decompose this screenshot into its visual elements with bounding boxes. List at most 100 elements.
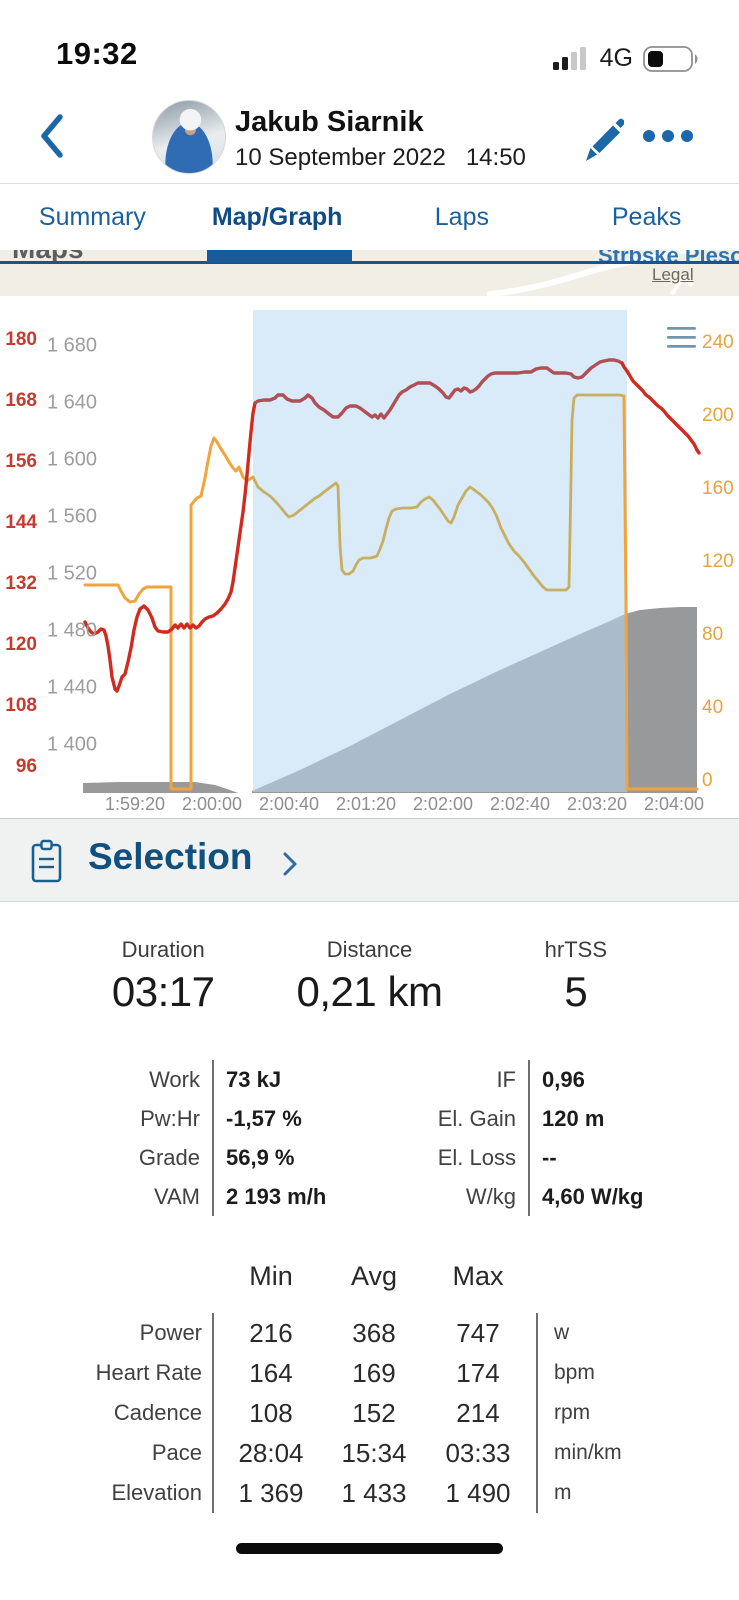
cadence-post-line	[622, 394, 699, 791]
stat-label: hrTSS	[544, 937, 607, 962]
cadence-axis-label: 240	[702, 332, 734, 353]
stat-value: 5	[564, 968, 588, 1015]
chart-menu-icon[interactable]	[667, 327, 696, 330]
heart-rate-axis-label: 120	[5, 634, 37, 655]
elevation-axis-label: 1 560	[47, 505, 97, 527]
heart-rate-axis-label: 156	[5, 451, 37, 472]
map-road	[487, 250, 698, 296]
signal-strength-icon	[552, 46, 586, 70]
edit-pencil-button[interactable]	[580, 114, 624, 162]
stat-label: Distance	[326, 937, 413, 962]
heart-rate-axis-label: 96	[16, 756, 37, 777]
header-text: Jakub Siarnik 10 September 2022 14:50	[235, 106, 526, 172]
column-header-avg: Avg	[350, 1260, 398, 1291]
cadence-selection-line	[251, 393, 626, 592]
column-header-max: Max	[452, 1260, 504, 1291]
map-strip[interactable]: Maps Štrbské Pleso Legal	[0, 250, 739, 296]
detail-label: El. Gain	[437, 1105, 516, 1131]
cell-max: 747	[456, 1317, 500, 1348]
detail-value: 0,96	[542, 1066, 585, 1092]
chart-menu-icon[interactable]	[667, 336, 696, 339]
time-axis-label: 2:04:00	[644, 794, 704, 814]
cell-max: 214	[456, 1397, 500, 1428]
status-time: 19:32	[56, 36, 138, 71]
detail-label: Work	[149, 1066, 200, 1092]
cell-max: 03:33	[445, 1437, 511, 1468]
heart-rate-axis-label: 108	[5, 695, 37, 716]
map-legal-link[interactable]: Legal	[652, 265, 694, 284]
battery-icon	[643, 45, 698, 72]
row-label: Cadence	[113, 1400, 202, 1425]
heart-rate-post-line	[620, 361, 701, 455]
heart-rate-axis-label: 168	[5, 390, 37, 411]
heart-rate-selection-line	[253, 358, 624, 420]
detail-value: 56,9 %	[226, 1144, 295, 1170]
workout-graph[interactable]: 180 168 156 144 132 120 108 96 1 680 1 640 1 600 1 …	[0, 290, 739, 818]
cell-avg: 368	[352, 1317, 396, 1348]
detail-label: W/kg	[465, 1183, 516, 1209]
minmax-header: Min Avg Max	[0, 1255, 656, 1297]
more-options-button[interactable]	[642, 128, 694, 144]
home-indicator[interactable]	[236, 1543, 503, 1554]
elevation-axis-label: 1 600	[47, 448, 97, 470]
stat-duration: Duration 03:17	[60, 938, 266, 1014]
stat-value: 0,21 km	[296, 968, 443, 1015]
stat-value: 03:17	[111, 968, 215, 1015]
heart-rate-axis-label: 144	[5, 512, 37, 533]
divider	[528, 1060, 530, 1216]
back-button[interactable]	[38, 112, 66, 160]
workout-time: 14:50	[465, 144, 526, 171]
detail-label: Pw:Hr	[140, 1105, 200, 1131]
time-axis-label: 2:03:20	[567, 794, 627, 814]
stat-distance: Distance 0,21 km	[266, 938, 472, 1014]
heart-rate-axis-label: 132	[5, 573, 37, 594]
active-tab-indicator	[207, 250, 352, 263]
tab-bar-underline	[0, 261, 739, 264]
column-header-min: Min	[249, 1260, 293, 1291]
cell-min: 1 369	[238, 1477, 304, 1508]
elevation-axis-label: 1 480	[47, 619, 97, 641]
cell-unit: bpm	[554, 1361, 595, 1384]
divider	[212, 1313, 214, 1513]
cell-max: 174	[456, 1357, 500, 1388]
divider	[536, 1313, 538, 1513]
summary-stats: Duration 03:17 Distance 0,21 km hrTSS 5	[60, 938, 679, 1014]
stat-hrtss: hrTSS 5	[473, 938, 679, 1014]
time-axis-label: 2:01:20	[336, 794, 396, 814]
detail-label: VAM	[153, 1183, 200, 1209]
chart-menu-icon[interactable]	[667, 345, 696, 348]
cadence-axis-label: 120	[702, 551, 734, 572]
status-icons: 4G	[552, 44, 701, 73]
tab-laps[interactable]: Laps	[434, 203, 489, 231]
selection-panel-header[interactable]: Selection	[0, 818, 739, 902]
workout-date: 10 September 2022	[235, 144, 446, 171]
elevation-axis-label: 1 440	[47, 676, 97, 698]
cell-min: 216	[249, 1317, 293, 1348]
detail-value: 73 kJ	[226, 1066, 282, 1092]
tab-peaks[interactable]: Peaks	[611, 203, 682, 231]
tab-map-graph[interactable]: Map/Graph	[211, 203, 343, 231]
heart-rate-pre-line	[83, 401, 257, 693]
row-label: Elevation	[111, 1480, 202, 1505]
tab-bar: Summary Map/Graph Laps Peaks	[0, 185, 739, 250]
detail-label: Grade	[138, 1144, 200, 1170]
tab-summary[interactable]: Summary	[38, 203, 146, 231]
avatar	[152, 100, 226, 174]
row-label: Heart Rate	[95, 1360, 202, 1385]
cadence-axis-label: 200	[702, 405, 734, 426]
cell-max: 1 490	[445, 1477, 511, 1508]
detail-value: 4,60 W/kg	[542, 1183, 644, 1209]
cell-min: 108	[249, 1397, 293, 1428]
cell-min: 28:04	[238, 1437, 304, 1468]
time-axis-label: 1:59:20	[105, 794, 165, 814]
time-axis-label: 2:02:40	[490, 794, 550, 814]
time-axis-label: 2:00:40	[259, 794, 319, 814]
detail-value: 120 m	[542, 1105, 605, 1131]
network-type-label: 4G	[599, 44, 633, 72]
minmax-table: Power 216 368 747 w Heart Rate 164 169 1…	[0, 1313, 656, 1513]
elevation-axis-label: 1 520	[47, 562, 97, 584]
time-axis-label: 2:00:00	[182, 794, 242, 814]
detail-label: El. Loss	[437, 1144, 516, 1170]
cadence-axis-label: 0	[702, 770, 713, 791]
elevation-area-left	[83, 782, 238, 793]
